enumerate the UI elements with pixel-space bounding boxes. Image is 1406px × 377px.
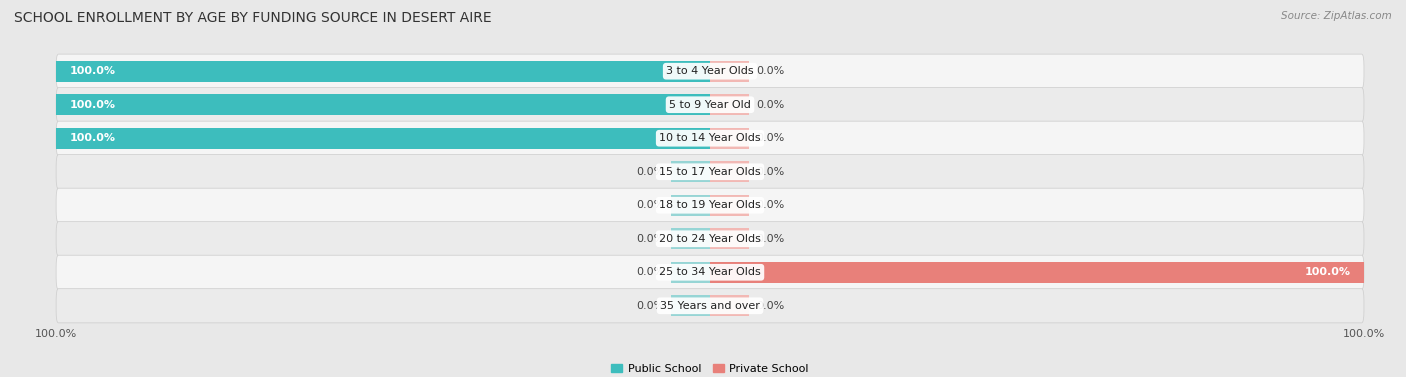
Text: 10 to 14 Year Olds: 10 to 14 Year Olds	[659, 133, 761, 143]
Text: 100.0%: 100.0%	[69, 66, 115, 76]
Bar	[671, 195, 710, 216]
Text: SCHOOL ENROLLMENT BY AGE BY FUNDING SOURCE IN DESERT AIRE: SCHOOL ENROLLMENT BY AGE BY FUNDING SOUR…	[14, 11, 492, 25]
Text: 35 Years and over: 35 Years and over	[659, 301, 761, 311]
Text: 0.0%: 0.0%	[636, 167, 664, 177]
Text: 3 to 4 Year Olds: 3 to 4 Year Olds	[666, 66, 754, 76]
Text: 0.0%: 0.0%	[756, 301, 785, 311]
Text: 18 to 19 Year Olds: 18 to 19 Year Olds	[659, 200, 761, 210]
FancyBboxPatch shape	[56, 188, 1364, 222]
Bar	[710, 228, 749, 249]
Bar	[56, 94, 710, 115]
Text: Source: ZipAtlas.com: Source: ZipAtlas.com	[1281, 11, 1392, 21]
Text: 0.0%: 0.0%	[636, 200, 664, 210]
Text: 0.0%: 0.0%	[636, 267, 664, 277]
Text: 100.0%: 100.0%	[1305, 267, 1351, 277]
Bar	[671, 262, 710, 283]
Bar	[671, 296, 710, 316]
FancyBboxPatch shape	[56, 222, 1364, 256]
Text: 0.0%: 0.0%	[636, 234, 664, 244]
Bar	[56, 128, 710, 149]
Text: 0.0%: 0.0%	[756, 66, 785, 76]
Text: 20 to 24 Year Olds: 20 to 24 Year Olds	[659, 234, 761, 244]
Text: 0.0%: 0.0%	[756, 133, 785, 143]
Text: 0.0%: 0.0%	[756, 200, 785, 210]
Bar	[671, 228, 710, 249]
Bar	[710, 128, 749, 149]
FancyBboxPatch shape	[56, 289, 1364, 323]
Text: 15 to 17 Year Olds: 15 to 17 Year Olds	[659, 167, 761, 177]
FancyBboxPatch shape	[56, 54, 1364, 88]
Bar	[710, 262, 1364, 283]
Text: 100.0%: 100.0%	[69, 133, 115, 143]
Text: 0.0%: 0.0%	[636, 301, 664, 311]
Bar	[710, 61, 749, 81]
FancyBboxPatch shape	[56, 121, 1364, 155]
FancyBboxPatch shape	[56, 255, 1364, 290]
Bar	[671, 161, 710, 182]
Bar	[710, 161, 749, 182]
FancyBboxPatch shape	[56, 155, 1364, 189]
FancyBboxPatch shape	[56, 87, 1364, 122]
Text: 25 to 34 Year Olds: 25 to 34 Year Olds	[659, 267, 761, 277]
Text: 5 to 9 Year Old: 5 to 9 Year Old	[669, 100, 751, 110]
Bar	[710, 195, 749, 216]
Text: 100.0%: 100.0%	[69, 100, 115, 110]
Bar	[56, 61, 710, 81]
Legend: Public School, Private School: Public School, Private School	[607, 359, 813, 377]
Text: 0.0%: 0.0%	[756, 100, 785, 110]
Text: 0.0%: 0.0%	[756, 167, 785, 177]
Bar	[710, 296, 749, 316]
Text: 0.0%: 0.0%	[756, 234, 785, 244]
Bar	[710, 94, 749, 115]
